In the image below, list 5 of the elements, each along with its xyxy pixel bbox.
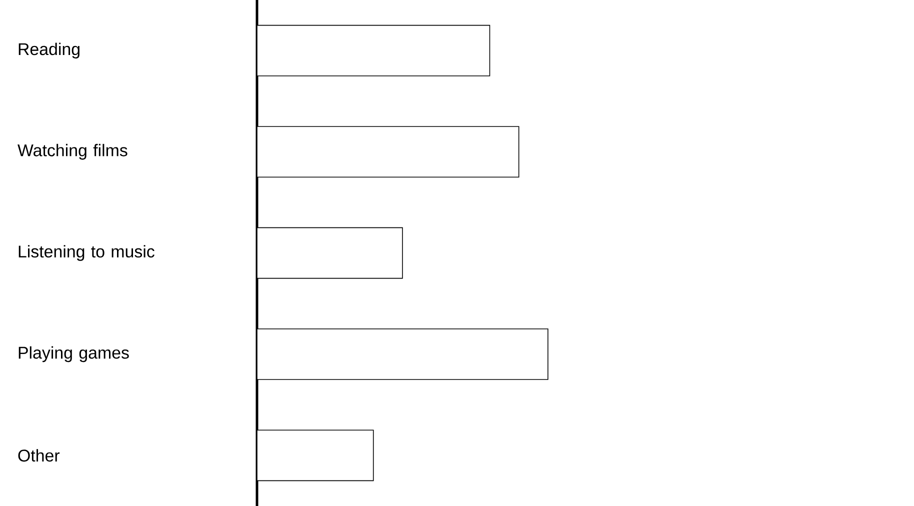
y-tick-label: Other bbox=[18, 449, 60, 462]
y-tick-label: Playing games bbox=[18, 346, 129, 362]
y-tick-label: Listening to music bbox=[18, 245, 154, 261]
y-tick-label: Reading bbox=[18, 42, 80, 58]
y-tick-label: Watching films bbox=[18, 144, 128, 160]
